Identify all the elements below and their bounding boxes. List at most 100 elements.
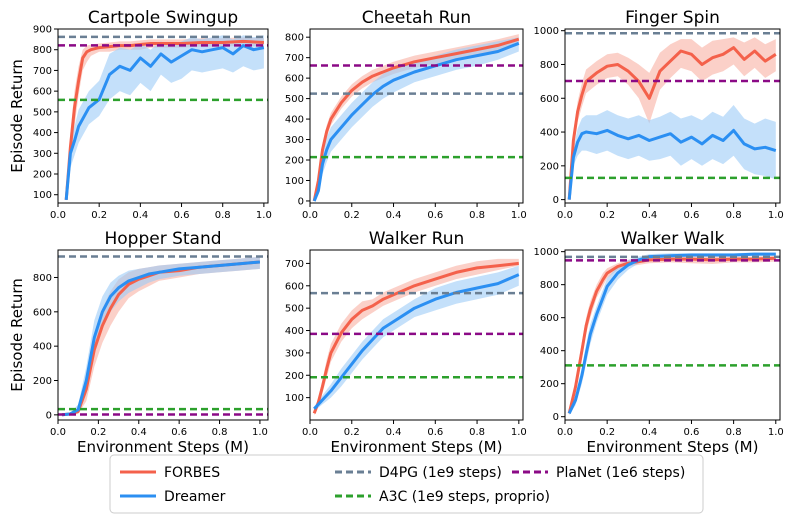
y-tick-label: 800: [33, 45, 52, 56]
x-tick-label: 0.2: [344, 427, 360, 438]
x-tick-label: 0.0: [302, 427, 318, 438]
y-tick-label: 500: [33, 107, 52, 118]
x-tick-label: 0.4: [386, 210, 402, 221]
x-tick-label: 0.4: [641, 427, 657, 438]
y-tick-label: 700: [285, 53, 304, 64]
y-tick-label: 400: [33, 342, 52, 353]
legend-label: Dreamer: [164, 489, 226, 505]
axes-frame: [309, 249, 524, 421]
forbes-line: [567, 46, 777, 200]
y-tick-label: 300: [33, 149, 52, 160]
forbes-band: [314, 34, 519, 201]
legend: FORBES Dreamer D4PG (1e9 steps) A3C (1e9 st…: [109, 454, 704, 514]
forbes-line: [312, 261, 519, 414]
y-tick-label: 200: [285, 371, 304, 382]
y-tick-label: 0: [553, 195, 559, 206]
x-axis-label: Environment Steps (M): [587, 438, 759, 456]
x-tick-label: 0.8: [726, 210, 742, 221]
panel-title: Walker Walk: [621, 229, 725, 249]
forbes-band: [314, 258, 519, 416]
y-tick-label: 800: [540, 280, 559, 291]
axes-frame: [309, 28, 524, 204]
forbes-line: [567, 256, 776, 414]
x-tick-label: 1.0: [768, 427, 784, 438]
x-tick-label: 0.6: [171, 427, 187, 438]
y-tick-label: 300: [285, 348, 304, 359]
panel-title: Walker Run: [369, 229, 465, 249]
x-tick-label: 1.0: [511, 427, 527, 438]
plot-area: [58, 35, 268, 201]
y-tick-label: 100: [33, 190, 52, 201]
y-tick-label: 100: [285, 176, 304, 187]
dreamer-line: [567, 128, 777, 200]
x-tick-label: 0.4: [641, 210, 657, 221]
y-tick-label: 200: [285, 156, 304, 167]
x-tick-label: 1.0: [256, 210, 272, 221]
x-tick-label: 0.2: [91, 210, 107, 221]
y-tick-label: 900: [33, 25, 52, 36]
legend-label: D4PG (1e9 steps): [379, 465, 502, 481]
dreamer-line: [61, 260, 261, 417]
x-tick-label: 0.6: [427, 210, 443, 221]
dreamer-band: [66, 35, 264, 201]
axes-frame: [564, 249, 781, 421]
x-tick-label: 0.8: [469, 210, 485, 221]
panel-title: Hopper Stand: [104, 229, 221, 249]
legend-label: PlaNet (1e6 steps): [556, 465, 685, 481]
plot-area: [58, 255, 268, 417]
y-tick-label: 700: [285, 259, 304, 270]
y-tick-label: 600: [33, 87, 52, 98]
y-tick-label: 400: [540, 128, 559, 139]
x-tick-label: 0.0: [302, 210, 318, 221]
x-tick-label: 1.0: [511, 210, 527, 221]
y-tick-label: 0: [553, 412, 559, 423]
x-tick-label: 0.4: [386, 427, 402, 438]
y-tick-label: 400: [285, 326, 304, 337]
dreamer-line: [567, 252, 776, 415]
panel-3: 0 200 400 600 800 1000 0.0 0.2 0.4 0.6 0.8 1.0 Finge…: [534, 8, 784, 221]
dreamer-band: [62, 256, 260, 415]
panel-title: Cheetah Run: [362, 8, 471, 28]
plot-area: [565, 31, 780, 200]
x-tick-label: 0.2: [599, 427, 615, 438]
legend-label: FORBES: [164, 465, 220, 481]
y-tick-label: 600: [540, 94, 559, 105]
y-tick-label: 600: [33, 307, 52, 318]
y-tick-label: 100: [285, 393, 304, 404]
x-axis-label: Environment Steps (M): [77, 438, 249, 456]
forbes-line: [312, 37, 520, 202]
x-tick-label: 0.2: [344, 210, 360, 221]
y-axis-label: Episode Return: [8, 59, 26, 172]
y-tick-label: 600: [285, 74, 304, 85]
x-tick-label: 0.0: [557, 427, 573, 438]
dreamer-band: [314, 265, 519, 412]
dreamer-band: [569, 252, 776, 415]
y-tick-label: 700: [33, 66, 52, 77]
y-tick-label: 400: [285, 115, 304, 126]
dreamer-line: [313, 273, 520, 410]
y-tick-label: 800: [33, 273, 52, 284]
x-tick-label: 0.4: [131, 427, 147, 438]
legend-frame: [109, 454, 704, 514]
x-axis-label: Environment Steps (M): [331, 438, 503, 456]
y-tick-label: 200: [33, 376, 52, 387]
dreamer-band: [569, 105, 776, 200]
y-tick-label: 600: [540, 313, 559, 324]
panel-title: Cartpole Swingup: [88, 8, 238, 28]
y-tick-label: 0: [298, 196, 304, 207]
y-tick-label: 200: [540, 379, 559, 390]
axes-frame: [564, 28, 781, 204]
axes-frame: [57, 28, 269, 204]
y-axis-label: Episode Return: [8, 278, 26, 391]
plot-area: [565, 252, 780, 415]
x-tick-label: 0.0: [557, 210, 573, 221]
dreamer-line: [312, 41, 520, 202]
panel-4: 0 200 400 600 800 0.0 0.2 0.4 0.6 0.8 1.0 Hopper St…: [8, 229, 269, 456]
y-tick-label: 400: [540, 346, 559, 357]
forbes-band: [569, 255, 776, 415]
x-tick-label: 0.2: [599, 210, 615, 221]
panel-2: 0 100 200 300 400 500 600 700 800 0.0 0.2 0.4 0.6 0.8…: [285, 8, 527, 221]
x-tick-label: 0.2: [90, 427, 106, 438]
y-tick-label: 0: [46, 410, 52, 421]
